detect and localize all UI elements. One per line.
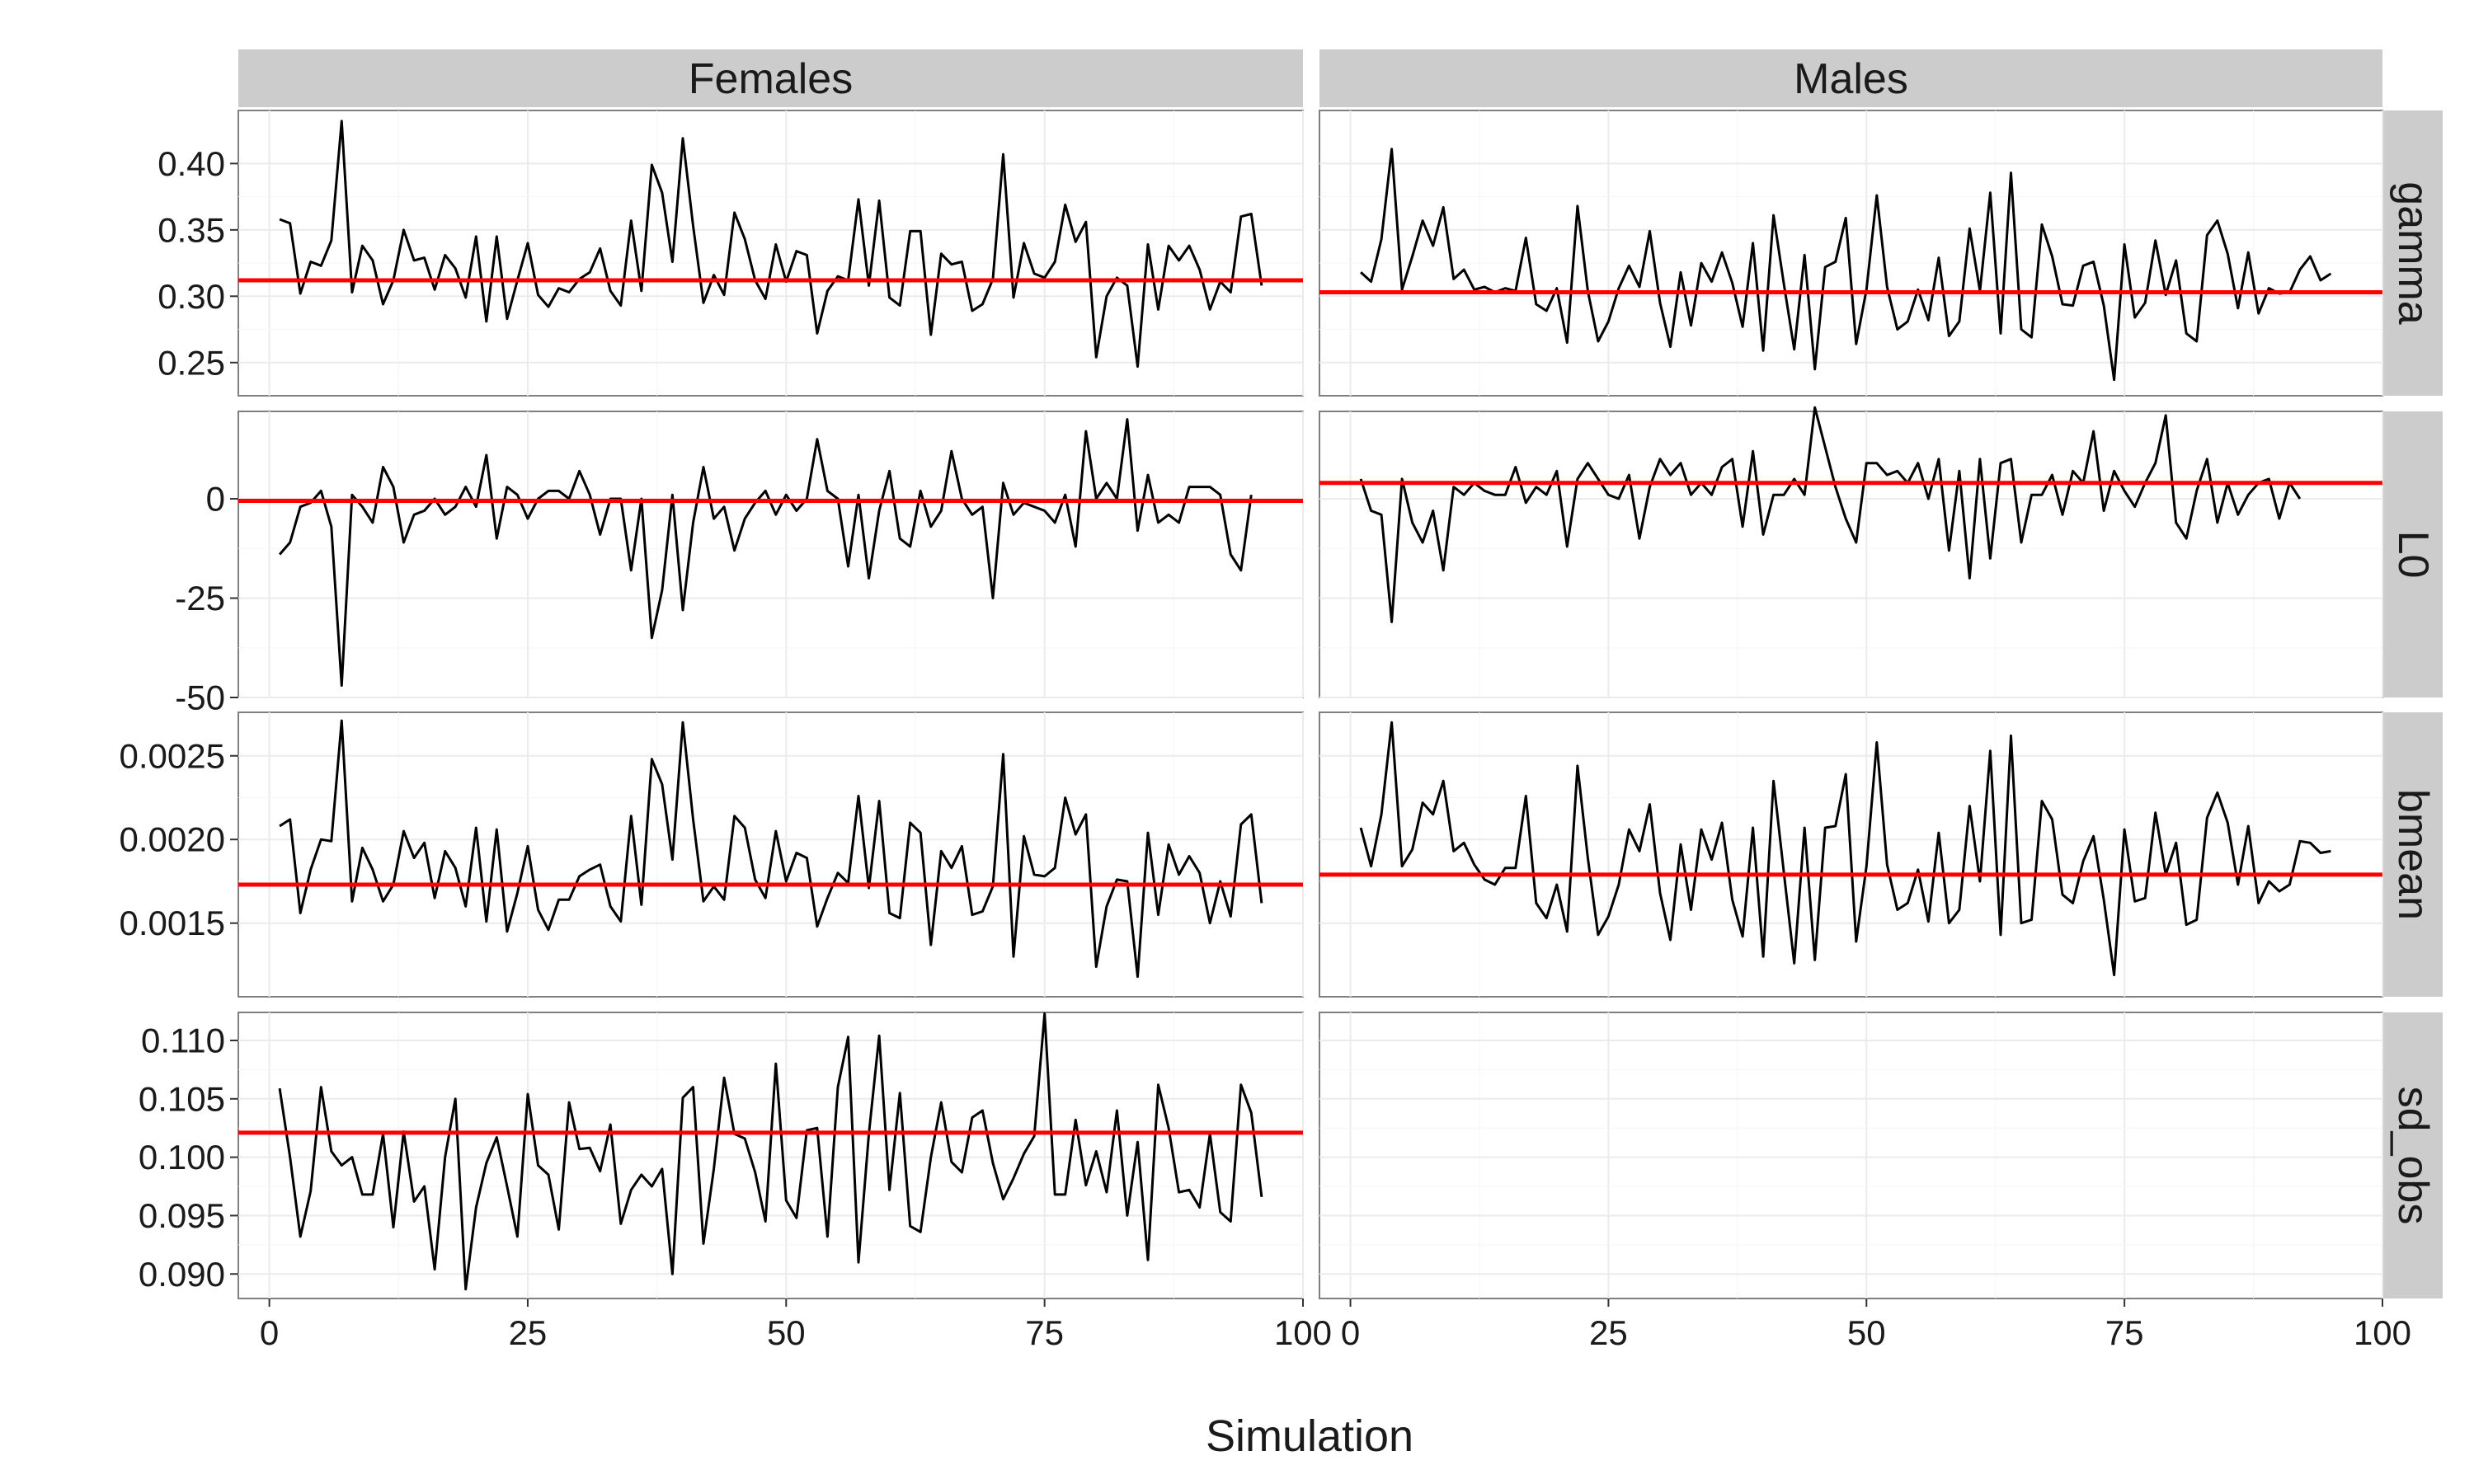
strip-label-females: Females [689, 55, 853, 103]
y-tick-label-l0: -25 [175, 579, 225, 618]
series-line-gamma-females [279, 120, 1263, 369]
x-tick-label-males: 50 [1847, 1313, 1886, 1352]
x-axis-title: Simulation [1206, 1411, 1413, 1461]
y-tick-label-bmean: 0.0020 [120, 820, 225, 859]
x-tick-label-males: 25 [1589, 1313, 1628, 1352]
panel-l0-females [238, 411, 1304, 698]
panel-gamma-males [1319, 110, 2383, 397]
y-tick-label-sd-obs: 0.100 [139, 1138, 225, 1176]
panel-background [1319, 110, 2383, 397]
x-tick-label-females: 75 [1025, 1313, 1064, 1352]
strip-label-sd-obs: sd_obs [2389, 1087, 2437, 1225]
panel-l0-males [1319, 406, 2383, 698]
x-tick-label-females: 100 [1274, 1313, 1332, 1352]
strip-males [1319, 49, 2382, 107]
panel-background [238, 110, 1304, 397]
y-tick-label-l0: 0 [206, 480, 225, 519]
x-tick-label-females: 25 [509, 1313, 548, 1352]
panel-bmean-males [1319, 711, 2383, 998]
series-line-gamma-males [1360, 148, 2332, 382]
strip-females [238, 49, 1303, 107]
series-line-l0-males [1359, 406, 2302, 623]
series-line-sd-obs-females [278, 1012, 1263, 1291]
strip-sd-obs [2383, 1012, 2443, 1298]
y-tick-label-bmean: 0.0015 [120, 904, 225, 942]
y-tick-label-gamma: 0.40 [158, 144, 225, 183]
panel-gamma-females [238, 110, 1304, 397]
panel-sd-obs-males [1319, 1012, 2383, 1299]
strips-layer: Females Males gamma L0 bmean sd_obs [238, 49, 2443, 1298]
panels-layer [238, 110, 2383, 1299]
y-tick-label-sd-obs: 0.090 [139, 1255, 225, 1294]
y-tick-label-gamma: 0.25 [158, 343, 225, 382]
panel-background [238, 411, 1304, 698]
strip-label-bmean: bmean [2389, 789, 2437, 920]
x-tick-label-males: 100 [2354, 1313, 2411, 1352]
x-tick-label-females: 0 [260, 1313, 279, 1352]
panel-bmean-females [238, 711, 1304, 998]
y-tick-label-gamma: 0.35 [158, 210, 225, 249]
x-tick-label-females: 50 [767, 1313, 806, 1352]
y-tick-label-l0: -50 [175, 679, 225, 717]
series-line-l0-females [278, 418, 1253, 687]
x-tick-label-males: 0 [1341, 1313, 1360, 1352]
x-tick-label-males: 75 [2105, 1313, 2144, 1352]
y-tick-label-sd-obs: 0.105 [139, 1079, 225, 1118]
strip-label-l0: L0 [2389, 531, 2437, 579]
strip-label-gamma: gamma [2389, 181, 2437, 324]
series-line-bmean-males [1359, 721, 2331, 977]
strip-label-males: Males [1794, 55, 1908, 103]
y-tick-label-sd-obs: 0.110 [141, 1021, 225, 1059]
strip-gamma [2383, 110, 2443, 396]
y-tick-label-gamma: 0.30 [158, 277, 225, 316]
strip-l0 [2383, 411, 2443, 697]
y-tick-label-bmean: 0.0025 [120, 736, 225, 775]
series-line-bmean-females [279, 719, 1263, 979]
panel-background [1319, 1012, 2383, 1299]
strip-bmean [2383, 712, 2443, 997]
panel-background [1319, 411, 2383, 698]
axes-layer: 0.25 0.30 0.35 0.40 -50 -25 0 0.0015 0.0020 0.002… [120, 144, 2412, 1352]
y-tick-label-sd-obs: 0.095 [139, 1196, 225, 1235]
panel-sd-obs-females [238, 1012, 1304, 1299]
